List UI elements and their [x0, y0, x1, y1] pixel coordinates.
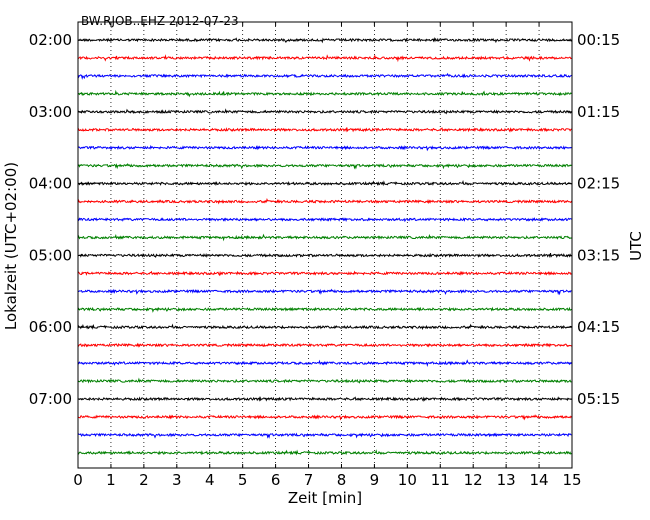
seismic-trace — [77, 89, 572, 98]
x-axis-label: Zeit [min] — [288, 489, 362, 507]
x-tick-label: 6 — [271, 471, 281, 489]
seismic-trace — [77, 179, 572, 187]
left-y-axis-ticks: 02:00 03:00 04:00 05:00 06:00 07:00 — [29, 31, 83, 408]
x-tick-label: 5 — [238, 471, 248, 489]
x-axis-ticks: 0 1 2 3 4 5 6 7 8 9 10 11 12 13 14 15 — [73, 22, 582, 489]
left-tick-label: 07:00 — [29, 390, 72, 408]
x-tick-label: 0 — [73, 471, 83, 489]
x-tick-label: 8 — [337, 471, 347, 489]
x-tick-label: 1 — [106, 471, 116, 489]
right-tick-label: 05:15 — [577, 390, 620, 408]
right-tick-label: 02:15 — [577, 175, 620, 193]
x-tick-label: 2 — [139, 471, 149, 489]
x-tick-label: 3 — [172, 471, 182, 489]
left-tick-label: 03:00 — [29, 103, 72, 121]
x-tick-label: 9 — [370, 471, 380, 489]
seismic-trace — [77, 54, 572, 63]
seismic-trace — [77, 233, 572, 242]
seismic-traces — [77, 37, 572, 456]
x-tick-label: 13 — [497, 471, 516, 489]
x-tick-label: 12 — [464, 471, 483, 489]
seismic-trace — [77, 414, 572, 421]
x-tick-label: 4 — [205, 471, 215, 489]
x-tick-label: 10 — [398, 471, 417, 489]
seismic-trace — [77, 144, 572, 152]
seismic-trace — [77, 37, 572, 44]
seismic-trace — [77, 323, 572, 331]
seismic-trace — [77, 449, 572, 456]
seismic-trace — [77, 306, 572, 313]
x-tick-label: 11 — [431, 471, 450, 489]
seismic-trace — [77, 432, 572, 439]
plot-frame — [77, 21, 573, 469]
seismic-trace — [77, 217, 572, 223]
x-tick-label: 14 — [530, 471, 549, 489]
left-tick-label: 04:00 — [29, 175, 72, 193]
right-tick-label: 01:15 — [577, 103, 620, 121]
right-tick-label: 04:15 — [577, 318, 620, 336]
seismic-trace — [77, 127, 572, 133]
seismic-trace — [77, 270, 572, 277]
seismic-trace — [77, 197, 572, 205]
seismic-trace — [77, 377, 572, 384]
right-y-axis-ticks: 00:15 01:15 02:15 03:15 04:15 05:15 — [567, 31, 620, 408]
seismic-trace — [77, 108, 572, 115]
seismic-trace — [77, 342, 572, 348]
x-tick-label: 15 — [562, 471, 581, 489]
y-axis-label-right: UTC — [627, 231, 645, 261]
y-axis-label-left: Lokalzeit (UTC+02:00) — [2, 162, 20, 330]
left-tick-label: 06:00 — [29, 318, 72, 336]
chart-title: BW.RJOB..EHZ 2012-07-23 — [81, 14, 239, 28]
seismic-trace — [77, 396, 572, 402]
left-tick-label: 02:00 — [29, 31, 72, 49]
seismic-trace — [77, 288, 572, 296]
seismic-trace — [77, 72, 572, 80]
seismic-trace — [77, 252, 572, 259]
right-tick-label: 00:15 — [577, 31, 620, 49]
x-tick-label: 7 — [304, 471, 314, 489]
seismic-trace — [77, 163, 572, 170]
left-tick-label: 05:00 — [29, 246, 72, 264]
seismic-trace — [77, 359, 572, 367]
x-gridlines — [110, 22, 540, 468]
right-tick-label: 03:15 — [577, 246, 620, 264]
